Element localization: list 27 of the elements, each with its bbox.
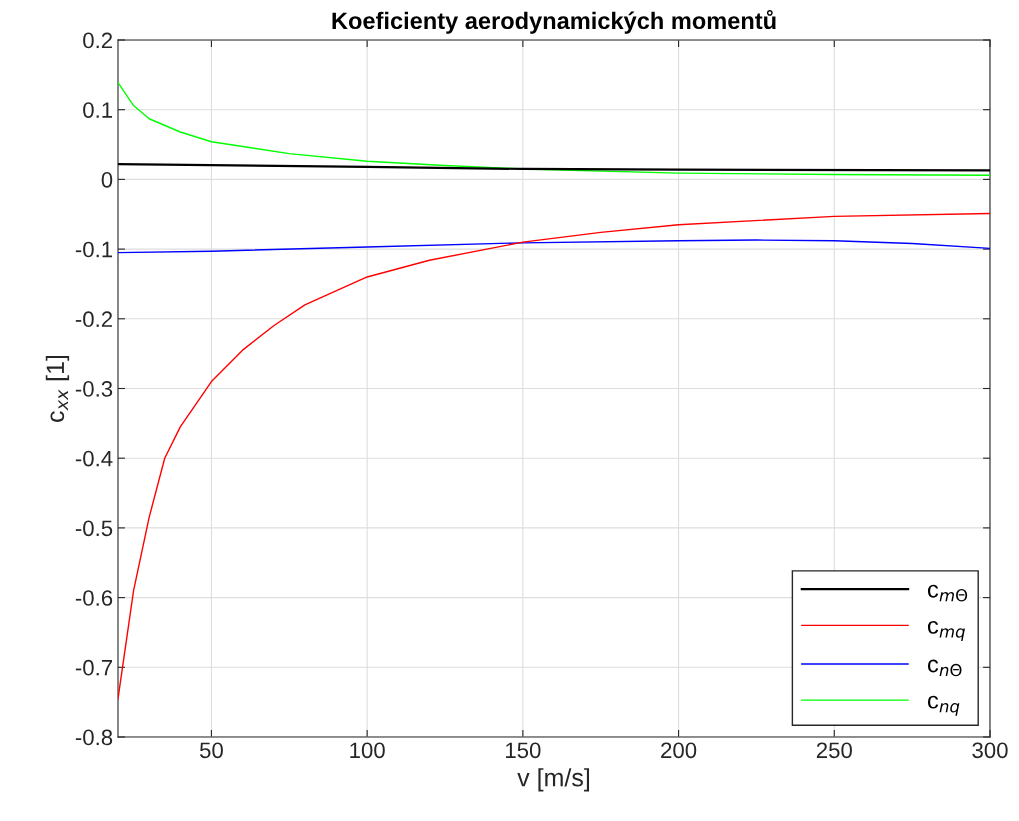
y-tick-label: -0.4 [75,450,113,467]
legend-label: c$_{nq}$ [927,695,960,716]
y-tick-label: 0 [101,171,113,188]
y-tick-label: 0.2 [83,32,113,49]
line-series [118,162,990,172]
x-tick-label: 200 [661,742,697,759]
y-tick-label: -0.5 [75,520,113,537]
y-tick-label: -0.1 [75,241,113,258]
y-tick-label: -0.2 [75,311,113,328]
x-tick-label: 250 [816,742,852,759]
x-tick-label: 300 [972,742,1008,759]
y-tick-label: -0.6 [75,590,113,606]
x-tick-label: 50 [199,742,223,759]
y-tick-label: -0.8 [75,729,113,746]
y-tick-label: -0.3 [75,381,113,397]
line-series [118,81,990,176]
line-series [118,239,990,254]
legend-label: c$_{mq}$ [927,620,965,641]
x-tick-label: 150 [506,742,541,759]
y-tick-label: 0.1 [83,102,113,118]
chart-title: Koeficienty aerodynamických momentů [332,9,776,34]
y-axis-title: c$_{xx}$ [1] [45,355,70,422]
x-axis-title: v [m/s] [517,768,590,792]
legend-label: c$_{mΘ}$ [927,584,968,602]
legend-label: c$_{nΘ}$ [927,659,962,677]
x-tick-label: 100 [350,742,385,759]
y-tick-label: -0.7 [75,659,113,676]
